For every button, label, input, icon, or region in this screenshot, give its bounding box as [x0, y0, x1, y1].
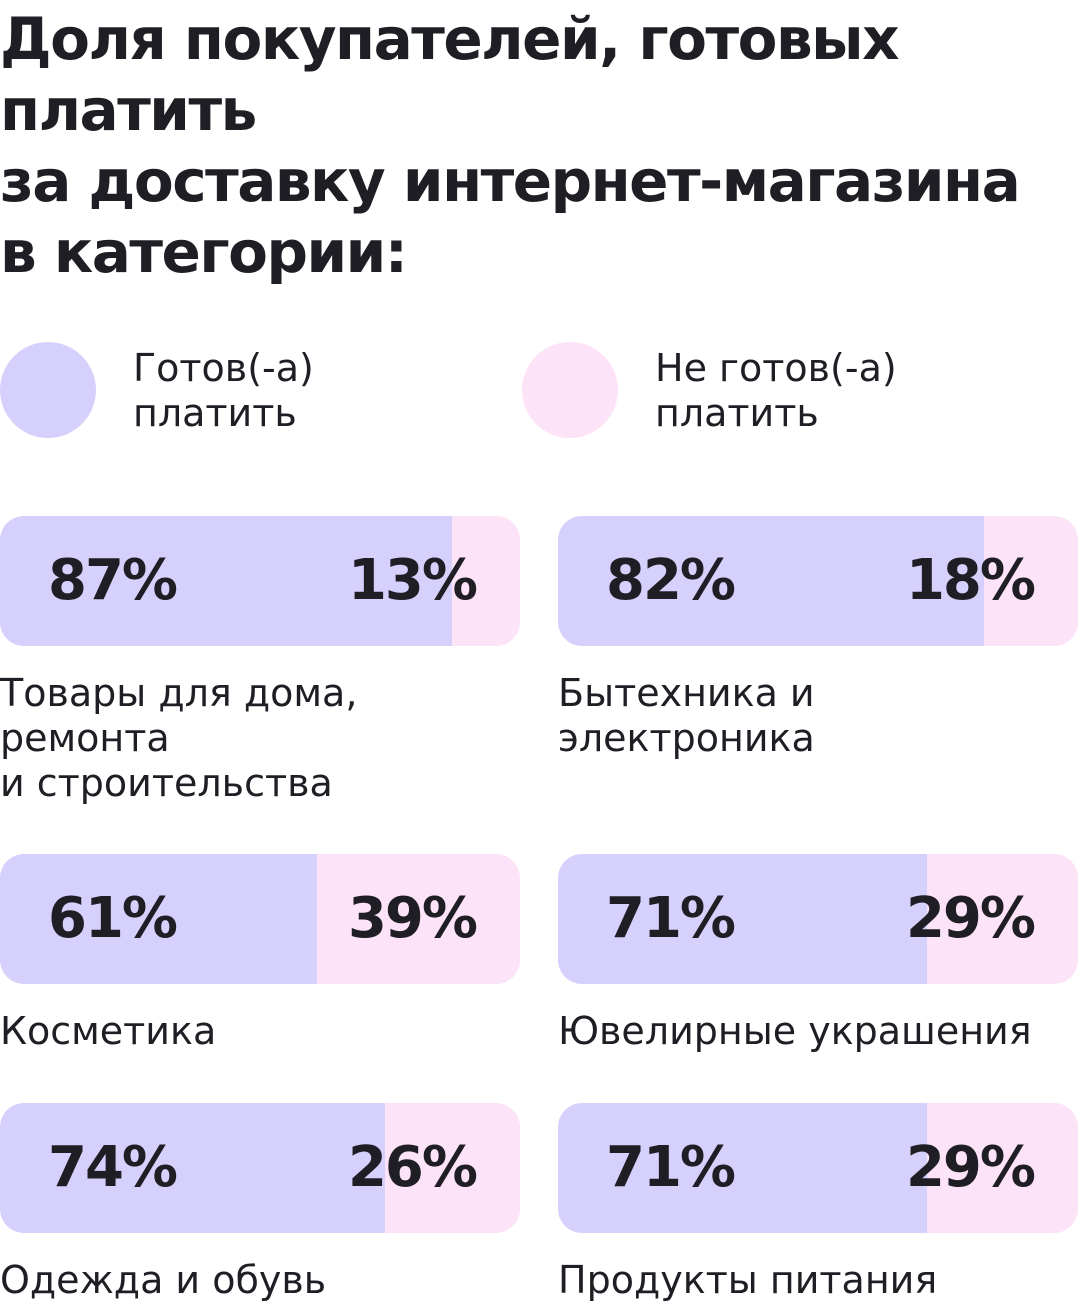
category-label: Бытехника и электроника	[558, 671, 815, 760]
bar-segment-ready	[558, 1103, 928, 1233]
value-label-ready: 71%	[606, 886, 736, 951]
bar-segment-ready	[0, 516, 453, 646]
value-label-ready: 74%	[48, 1135, 178, 1200]
stacked-bar: 71% 29%	[558, 854, 1078, 984]
bar-segment-not-ready	[984, 516, 1078, 646]
category-label: Косметика	[0, 1009, 217, 1053]
value-label-ready: 71%	[606, 1135, 736, 1200]
value-label-ready: 87%	[48, 548, 178, 613]
title-line: Доля покупателей, готовых	[0, 5, 900, 73]
title-line: в категории:	[0, 218, 408, 286]
stacked-bar: 82% 18%	[558, 516, 1078, 646]
value-label-ready: 82%	[606, 548, 736, 613]
bar-segment-ready	[0, 854, 318, 984]
bar-segment-not-ready	[317, 854, 520, 984]
legend-swatch-not-ready	[522, 342, 618, 438]
stacked-bar: 71% 29%	[558, 1103, 1078, 1233]
value-label-not-ready: 18%	[905, 548, 1036, 613]
bar-segment-not-ready	[927, 854, 1078, 984]
category-label: Ювелирные украшения	[558, 1009, 1032, 1053]
stacked-bar: 61% 39%	[0, 854, 520, 984]
stacked-bar: 87% 13%	[0, 516, 520, 646]
title-line: за доставку интернет-магазина	[0, 147, 1021, 215]
legend-label-not-ready: Не готов(-а) платить	[655, 346, 897, 435]
title-line: платить	[0, 76, 257, 144]
value-label-not-ready: 29%	[905, 1135, 1036, 1200]
value-label-not-ready: 13%	[347, 548, 478, 613]
bar-segment-ready	[558, 516, 985, 646]
bar-segment-not-ready	[927, 1103, 1078, 1233]
category-label: Одежда и обувь	[0, 1258, 327, 1302]
bar-segment-not-ready	[384, 1103, 520, 1233]
bar-segment-not-ready	[452, 516, 520, 646]
bar-segment-ready	[558, 854, 928, 984]
chart-title: Доля покупателей, готовых платить за дос…	[0, 4, 1080, 288]
value-label-not-ready: 39%	[347, 886, 478, 951]
category-label: Продукты питания	[558, 1258, 938, 1302]
value-label-ready: 61%	[48, 886, 178, 951]
legend-swatch-ready	[0, 342, 96, 438]
value-label-not-ready: 26%	[347, 1135, 478, 1200]
bar-segment-ready	[0, 1103, 385, 1233]
value-label-not-ready: 29%	[905, 886, 1036, 951]
legend-label-ready: Готов(-а) платить	[133, 346, 314, 435]
stacked-bar: 74% 26%	[0, 1103, 520, 1233]
category-label: Товары для дома, ремонта и строительства	[0, 671, 358, 805]
